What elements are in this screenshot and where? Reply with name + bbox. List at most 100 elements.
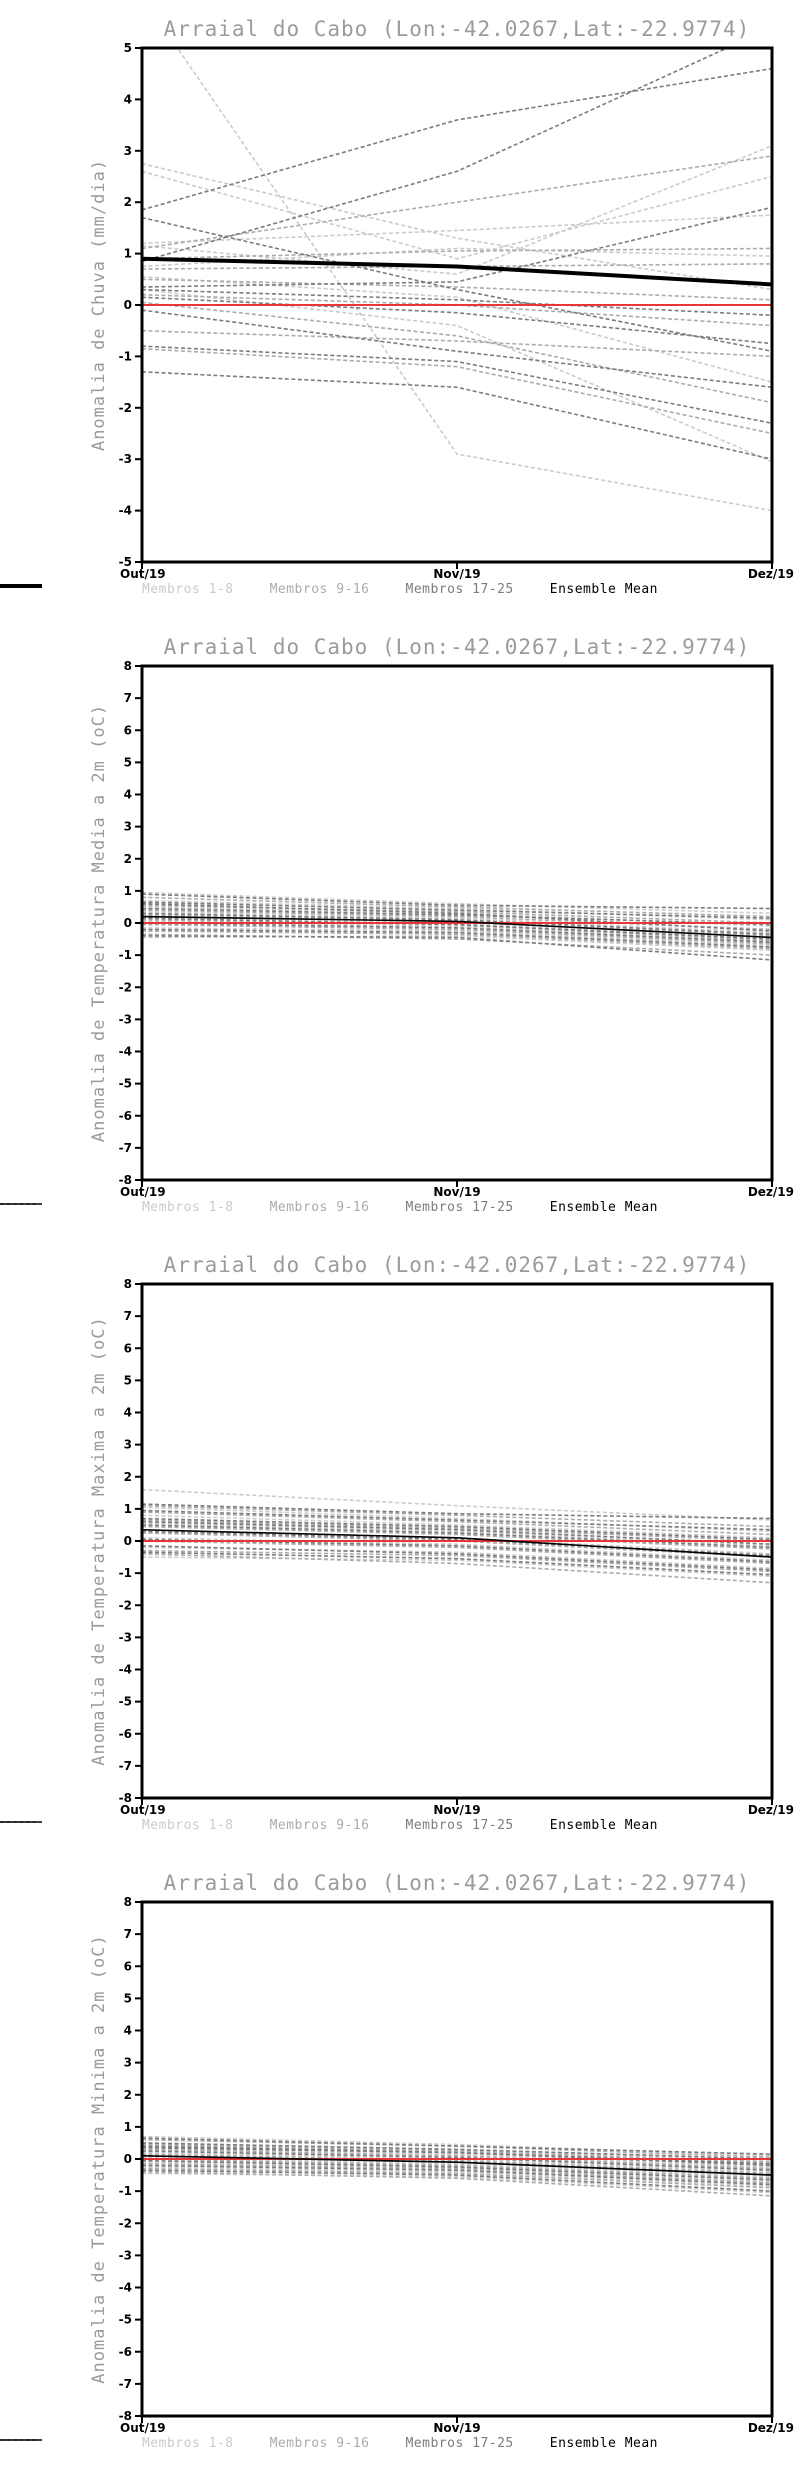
y-tick-label: 3	[124, 2056, 132, 2070]
y-tick-label: 8	[124, 659, 132, 673]
solid-line-sample-icon	[0, 1821, 42, 1823]
ensemble-member-line	[142, 2148, 772, 2170]
ensemble-member-line	[142, 1524, 772, 1549]
ensemble-member-line	[142, 371, 772, 460]
ensemble-member-line	[142, 1525, 772, 1550]
y-tick-label: 3	[124, 1438, 132, 1452]
x-tick-label-out19: Out/19	[120, 567, 166, 581]
y-axis-label: Anomalia de Temperatura Media a 2m (oC)	[89, 704, 109, 1142]
y-tick-label: 1	[124, 1502, 132, 1516]
ensemble-member-line	[142, 935, 772, 961]
y-tick-label: -1	[119, 349, 132, 363]
member-lines-group	[142, 1488, 772, 1584]
ensemble-member-line	[142, 912, 772, 936]
y-tick-label: 4	[124, 1406, 132, 1420]
y-tick-label: -6	[119, 1109, 132, 1123]
ensemble-member-line	[142, 329, 772, 358]
ensemble-member-line	[142, 2166, 772, 2188]
ensemble-member-line	[142, 1520, 772, 1546]
y-tick-label: -5	[119, 2313, 132, 2327]
ensemble-member-line	[142, 309, 772, 389]
axis-ticks-layer: -8 -7 -6 -5 -4 -3 -2 -1 0 1 2 3 4 5 6 7 8	[119, 1895, 774, 2423]
ensemble-member-line	[142, 2145, 772, 2165]
y-tick-label: 4	[124, 2024, 132, 2038]
x-tick-label-out19: Out/19	[120, 1803, 166, 1817]
y-tick-label: 0	[124, 2152, 132, 2166]
y-tick-label: 5	[124, 41, 132, 55]
ensemble-member-line	[142, 1504, 772, 1528]
ensemble-member-line	[142, 2137, 772, 2155]
legend-label: Membros 17-25	[405, 2436, 514, 2451]
ensemble-member-line	[142, 2164, 772, 2186]
y-tick-label: 3	[124, 820, 132, 834]
legend-item-ensemble-mean: Ensemble Mean	[0, 2436, 658, 2451]
y-tick-label: -6	[119, 1727, 132, 1741]
y-tick-label: -1	[119, 2184, 132, 2198]
legend-label: Membros 9-16	[269, 582, 370, 597]
y-tick-label: 0	[124, 1534, 132, 1548]
chart-title: Arraial do Cabo (Lon:-42.0267,Lat:-22.97…	[164, 1871, 751, 1895]
ensemble-member-line	[142, 922, 772, 944]
ensemble-member-line	[142, 1488, 772, 1521]
chart-title: Arraial do Cabo (Lon:-42.0267,Lat:-22.97…	[164, 1253, 751, 1277]
legend-item-membros-1-8: Membros 1-8	[0, 2436, 234, 2451]
legend-item-membros-17-25: Membros 17-25	[0, 2436, 514, 2451]
ensemble-member-line	[142, 1517, 772, 1541]
ensemble-member-line	[142, 170, 772, 260]
y-tick-label: -3	[119, 2248, 132, 2262]
ensemble-member-line	[142, 927, 772, 947]
y-tick-label: -8	[119, 1173, 132, 1187]
y-tick-label: 2	[124, 2088, 132, 2102]
ensemble-mean-line	[141, 256, 773, 287]
ensemble-member-line	[142, 247, 772, 260]
y-tick-label: -1	[119, 948, 132, 962]
y-tick-label: 0	[124, 298, 132, 312]
y-tick-label: 6	[124, 1341, 132, 1355]
chart-min-temperature-anomaly: Arraial do Cabo (Lon:-42.0267,Lat:-22.97…	[0, 1854, 800, 2472]
solid-line-sample-icon	[0, 584, 42, 588]
y-tick-label: -1	[119, 1566, 132, 1580]
chart-mean-temperature-anomaly: Arraial do Cabo (Lon:-42.0267,Lat:-22.97…	[0, 618, 800, 1236]
ensemble-member-line	[142, 1545, 772, 1571]
y-tick-label: 4	[124, 92, 132, 106]
chart-legend: Membros 1-8 Membros 9-16 Membros 17-25 Ense…	[0, 582, 800, 597]
ensemble-member-line	[142, 2171, 772, 2197]
ensemble-member-line	[142, 288, 772, 317]
legend-label: Membros 1-8	[141, 1200, 234, 1215]
min-temperature-anomaly-plot: Arraial do Cabo (Lon:-42.0267,Lat:-22.97…	[89, 1871, 794, 2435]
ensemble-member-line	[142, 2169, 772, 2192]
axis-ticks-layer: -5 -4 -3 -2 -1 0 1 2 3 4 5	[119, 41, 774, 569]
legend-label: Membros 9-16	[269, 1818, 370, 1833]
y-tick-label: -7	[119, 1759, 132, 1773]
y-tick-label: -2	[119, 980, 132, 994]
y-tick-label: -7	[119, 1141, 132, 1155]
y-tick-label: -3	[119, 452, 132, 466]
chart-precipitation-anomaly: Arraial do Cabo (Lon:-42.0267,Lat:-22.97…	[0, 0, 800, 618]
x-tick-label-dez19: Dez/19	[748, 567, 794, 581]
ensemble-member-line	[176, 48, 772, 512]
ensemble-member-line	[142, 144, 772, 275]
solid-line-sample-icon	[0, 1203, 42, 1205]
x-tick-label-dez19: Dez/19	[748, 1803, 794, 1817]
legend-label: Membros 17-25	[405, 1200, 514, 1215]
chart-legend: Membros 1-8 Membros 9-16 Membros 17-25 Ense…	[0, 1818, 800, 1833]
ensemble-member-line	[142, 899, 772, 921]
y-tick-label: -5	[119, 1077, 132, 1091]
legend-label: Ensemble Mean	[549, 2436, 658, 2451]
x-tick-label-nov19: Nov/19	[433, 1803, 480, 1817]
y-axis-label: Anomalia de Chuva (mm/dia)	[89, 159, 109, 451]
ensemble-member-line	[142, 48, 729, 263]
chart-legend: Membros 1-8 Membros 9-16 Membros 17-25 Ense…	[0, 2436, 800, 2451]
legend-label: Ensemble Mean	[549, 1818, 658, 1833]
y-tick-label: 6	[124, 1959, 132, 1973]
chart-title: Arraial do Cabo (Lon:-42.0267,Lat:-22.97…	[164, 635, 751, 659]
y-tick-label: -3	[119, 1630, 132, 1644]
y-tick-label: -4	[119, 2281, 132, 2295]
x-tick-label-out19: Out/19	[120, 1185, 166, 1199]
axis-ticks-layer: -8 -7 -6 -5 -4 -3 -2 -1 0 1 2 3 4 5 6 7 8	[119, 1277, 774, 1805]
ensemble-member-line	[142, 296, 772, 345]
ensemble-member-line	[142, 1509, 772, 1531]
ensemble-member-line	[142, 1503, 772, 1520]
ensemble-member-line	[142, 162, 772, 291]
ensemble-member-line	[142, 1519, 772, 1542]
